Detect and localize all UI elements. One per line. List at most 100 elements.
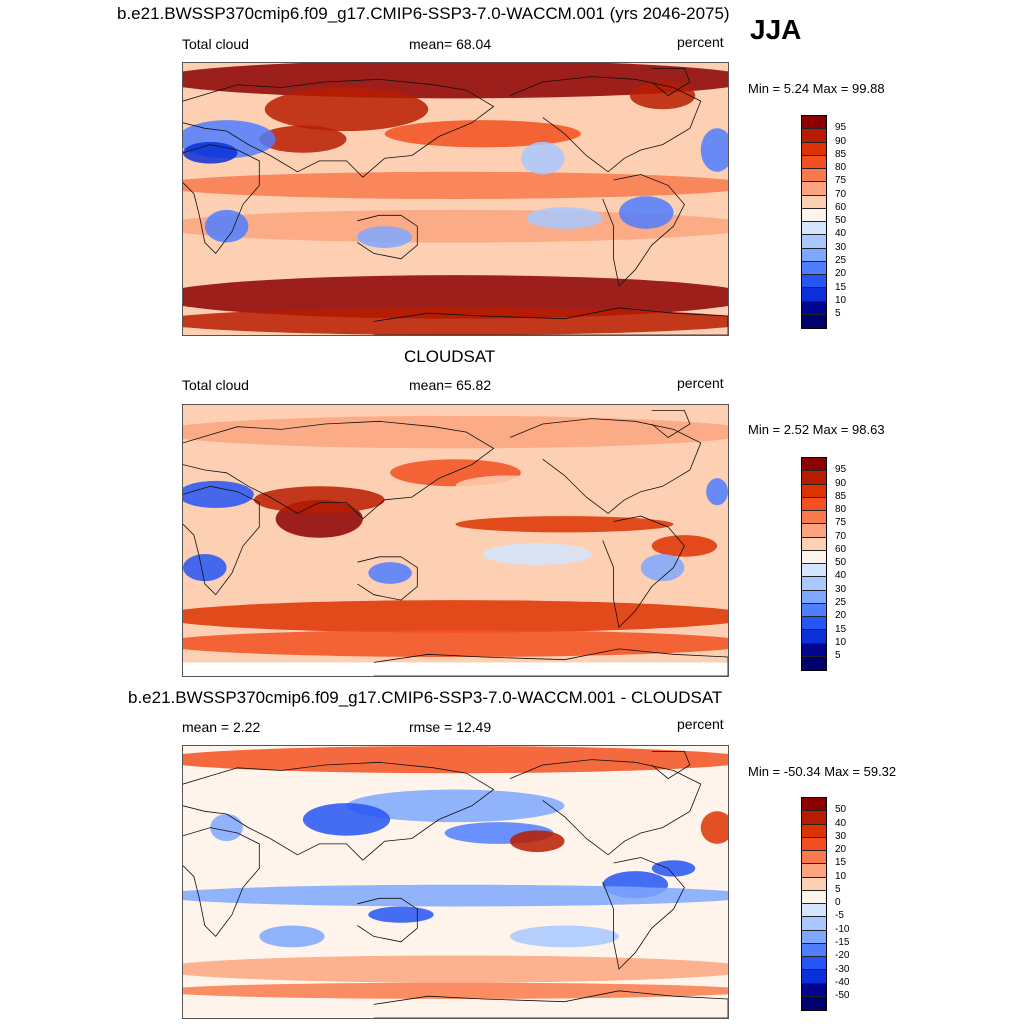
- contour-region: [183, 629, 728, 658]
- colorbar-tick-label: 30: [835, 830, 847, 842]
- coastline: [183, 420, 495, 520]
- colorbar-swatch: [802, 930, 826, 944]
- colorbar-swatch: [802, 537, 826, 551]
- colorbar-tick-label: 15: [835, 857, 847, 869]
- colorbar-swatch: [802, 129, 826, 143]
- contour-region: [253, 486, 385, 514]
- colorbar-swatch: [802, 484, 826, 498]
- contour-region: [368, 562, 412, 584]
- contour-region: [640, 554, 685, 582]
- colorbar-tick-label: 10: [835, 636, 847, 648]
- colorbar-swatch: [802, 864, 826, 878]
- panel3-mean-label: mean = 2.22: [182, 719, 261, 735]
- colorbar-tick-label: 50: [835, 804, 847, 816]
- panel1-map: [182, 62, 729, 336]
- contour-region: [183, 600, 728, 633]
- coastline: [357, 897, 418, 943]
- colorbar-tick-label: 25: [835, 596, 847, 608]
- colorbar-swatch: [802, 811, 826, 825]
- panel2-variable-label: Total cloud: [182, 377, 249, 393]
- coastline: [373, 648, 728, 676]
- contour-region: [455, 475, 565, 498]
- colorbar-swatch: [802, 471, 826, 485]
- colorbar-tick-label: 70: [835, 188, 847, 200]
- colorbar-swatch: [802, 550, 826, 565]
- colorbar-swatch: [802, 617, 826, 631]
- colorbar-swatch: [802, 590, 826, 604]
- colorbar-tick-label: 90: [835, 477, 847, 489]
- colorbar-tick-label: 40: [835, 570, 847, 582]
- colorbar-tick-label: 40: [835, 228, 847, 240]
- colorbar-tick-label: 15: [835, 281, 847, 293]
- colorbar-tick-label: 80: [835, 162, 847, 174]
- colorbar-swatch: [802, 564, 826, 578]
- colorbar-swatch: [802, 837, 826, 852]
- colorbar-swatch: [802, 169, 826, 183]
- colorbar-swatch: [802, 248, 826, 262]
- colorbar-tick-label: 95: [835, 464, 847, 476]
- missing-data-band: [183, 662, 728, 676]
- panel2-mean-label: mean= 65.82: [409, 377, 492, 393]
- colorbar-tick-label: 20: [835, 610, 847, 622]
- contour-region: [183, 746, 728, 774]
- colorbar-tick-label: 90: [835, 135, 847, 147]
- colorbar-swatch: [802, 458, 826, 472]
- contour-region: [455, 516, 674, 533]
- colorbar-swatch: [802, 116, 826, 130]
- colorbar-swatch: [802, 155, 826, 170]
- colorbar-tick-label: 25: [835, 254, 847, 266]
- season-label: JJA: [750, 14, 802, 45]
- colorbar-tick-label: 80: [835, 504, 847, 516]
- contour-region: [183, 415, 728, 449]
- colorbar-swatch: [802, 275, 826, 289]
- contour-region: [651, 860, 696, 877]
- coastline: [357, 214, 418, 260]
- coastline: [651, 68, 691, 97]
- panel1-units-label: percent: [677, 34, 724, 50]
- contour-region: [264, 87, 429, 131]
- contour-region: [706, 478, 728, 506]
- contour-region: [259, 125, 347, 153]
- contour-region: [183, 884, 728, 907]
- colorbar-tick-label: 60: [835, 543, 847, 555]
- panel1-contour-field: [183, 63, 728, 335]
- contour-region: [183, 982, 728, 999]
- colorbar-tick-label: 50: [835, 557, 847, 569]
- colorbar-swatch: [802, 524, 826, 538]
- colorbar-swatch: [802, 577, 826, 591]
- contour-region: [183, 275, 728, 319]
- colorbar-swatch: [802, 877, 826, 891]
- colorbar-tick-label: 5: [835, 883, 841, 895]
- panel1-mean-label: mean= 68.04: [409, 36, 492, 52]
- colorbar-tick-label: 85: [835, 148, 847, 160]
- colorbar-swatch: [802, 824, 826, 838]
- colorbar-swatch: [802, 996, 826, 1011]
- panel1-title: b.e21.BWSSP370cmip6.f09_g17.CMIP6-SSP3-7…: [117, 4, 730, 23]
- colorbar-swatch: [802, 970, 826, 984]
- colorbar-swatch: [802, 182, 826, 196]
- colorbar-swatch: [802, 957, 826, 971]
- contour-region: [368, 906, 434, 923]
- colorbar-swatch: [802, 630, 826, 644]
- coastline: [183, 485, 260, 596]
- colorbar-swatch: [802, 142, 826, 156]
- coastline: [183, 78, 495, 178]
- colorbar-tick-label: 40: [835, 817, 847, 829]
- coastline: [183, 827, 260, 938]
- contour-region: [700, 128, 728, 172]
- coastline: [509, 76, 702, 173]
- panel2-minmax: Min = 2.52 Max = 98.63: [748, 422, 885, 437]
- colorbar-swatch: [802, 890, 826, 905]
- contour-region: [302, 803, 391, 836]
- panel1-minmax: Min = 5.24 Max = 99.88: [748, 81, 885, 96]
- coastline: [651, 751, 691, 780]
- coastline: [509, 759, 702, 856]
- coastline: [651, 410, 691, 438]
- colorbar-tick-label: 50: [835, 215, 847, 227]
- colorbar-tick-label: 0: [835, 897, 841, 909]
- colorbar-swatch: [802, 798, 826, 812]
- colorbar-swatch: [802, 261, 826, 276]
- panel3-rmse-label: rmse = 12.49: [409, 719, 492, 735]
- colorbar-swatch: [802, 643, 826, 657]
- colorbar-swatch: [802, 904, 826, 918]
